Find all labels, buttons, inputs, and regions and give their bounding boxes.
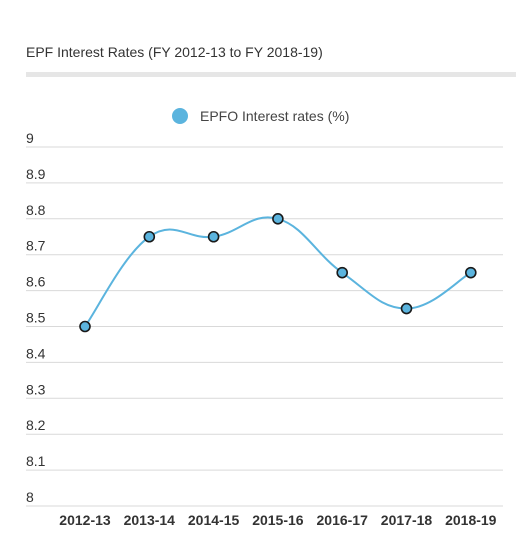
legend-swatch-icon	[172, 108, 188, 124]
x-tick-label: 2017-18	[381, 512, 433, 528]
y-tick-label: 8.6	[26, 274, 46, 290]
y-tick-label: 9	[26, 130, 34, 146]
data-point[interactable]	[272, 213, 284, 225]
x-tick-label: 2015-16	[252, 512, 304, 528]
data-point[interactable]	[464, 266, 477, 279]
y-tick-label: 8.1	[26, 453, 46, 469]
title-divider	[26, 72, 516, 77]
y-tick-label: 8.9	[26, 166, 46, 182]
y-tick-label: 8.4	[26, 345, 46, 361]
y-tick-label: 8.7	[26, 238, 46, 254]
x-tick-label: 2012-13	[59, 512, 111, 528]
data-point[interactable]	[336, 266, 349, 279]
x-tick-label: 2018-19	[445, 512, 497, 528]
series-line	[84, 216, 472, 328]
legend-label: EPFO Interest rates (%)	[200, 108, 350, 124]
y-tick-label: 8.5	[26, 310, 46, 326]
data-point[interactable]	[143, 230, 156, 243]
data-point[interactable]	[79, 320, 91, 333]
series-line-layer	[84, 216, 472, 328]
data-point[interactable]	[400, 302, 413, 315]
legend[interactable]: EPFO Interest rates (%)	[172, 108, 349, 124]
x-tick-label: 2014-15	[188, 512, 240, 528]
y-axis-ticks: 9 8.9 8.8 8.7 8.6 8.5 8.4 8.3 8.2 8.1 8	[26, 130, 46, 505]
y-tick-label: 8.2	[26, 417, 46, 433]
x-axis-ticks: 2012-13 2013-14 2014-15 2015-16 2016-17 2017-…	[59, 512, 496, 528]
data-point[interactable]	[207, 230, 220, 243]
series-point-layer	[79, 213, 477, 333]
y-tick-label: 8.8	[26, 202, 46, 218]
grid-layer	[26, 146, 503, 507]
chart-title: EPF Interest Rates (FY 2012-13 to FY 201…	[26, 44, 323, 60]
y-tick-label: 8	[26, 489, 34, 505]
y-tick-label: 8.3	[26, 381, 46, 397]
x-tick-label: 2016-17	[317, 512, 369, 528]
x-tick-label: 2013-14	[124, 512, 176, 528]
